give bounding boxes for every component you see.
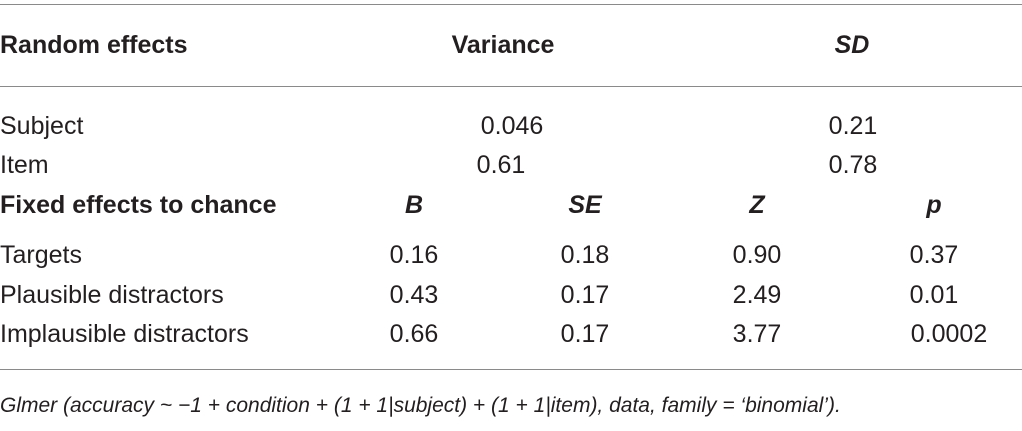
fixed-row-b: 0.43 bbox=[389, 281, 439, 309]
random-row-variance: 0.046 bbox=[480, 112, 544, 140]
fixed-row-p: 0.01 bbox=[909, 281, 959, 309]
header-rule bbox=[0, 86, 1022, 87]
random-effects-header: Random effects bbox=[0, 31, 188, 59]
random-row-variance: 0.61 bbox=[476, 151, 526, 179]
se-header: SE bbox=[568, 191, 602, 219]
random-row-label: Subject bbox=[0, 112, 84, 140]
z-header: Z bbox=[749, 191, 765, 219]
random-row-label: Item bbox=[0, 151, 49, 179]
fixed-row-label: Implausible distractors bbox=[0, 320, 249, 348]
b-header: B bbox=[404, 191, 424, 219]
fixed-row-p: 0.37 bbox=[909, 241, 959, 269]
fixed-row-se: 0.17 bbox=[560, 320, 610, 348]
fixed-row-se: 0.18 bbox=[560, 241, 610, 269]
bottom-rule bbox=[0, 369, 1022, 370]
sd-header: SD bbox=[834, 31, 870, 59]
fixed-row-z: 0.90 bbox=[732, 241, 782, 269]
fixed-row-b: 0.66 bbox=[389, 320, 439, 348]
fixed-row-label: Targets bbox=[0, 241, 82, 269]
fixed-row-z: 2.49 bbox=[732, 281, 782, 309]
fixed-row-label: Plausible distractors bbox=[0, 281, 224, 309]
top-rule bbox=[0, 4, 1022, 5]
fixed-effects-header: Fixed effects to chance bbox=[0, 191, 277, 219]
fixed-row-se: 0.17 bbox=[560, 281, 610, 309]
table-footnote: Glmer (accuracy ~ −1 + condition + (1 + … bbox=[0, 394, 841, 417]
p-header: p bbox=[926, 191, 942, 219]
fixed-row-p: 0.0002 bbox=[910, 320, 988, 348]
random-row-sd: 0.78 bbox=[828, 151, 878, 179]
variance-header: Variance bbox=[451, 31, 555, 59]
fixed-row-z: 3.77 bbox=[732, 320, 782, 348]
fixed-row-b: 0.16 bbox=[389, 241, 439, 269]
random-row-sd: 0.21 bbox=[828, 112, 878, 140]
